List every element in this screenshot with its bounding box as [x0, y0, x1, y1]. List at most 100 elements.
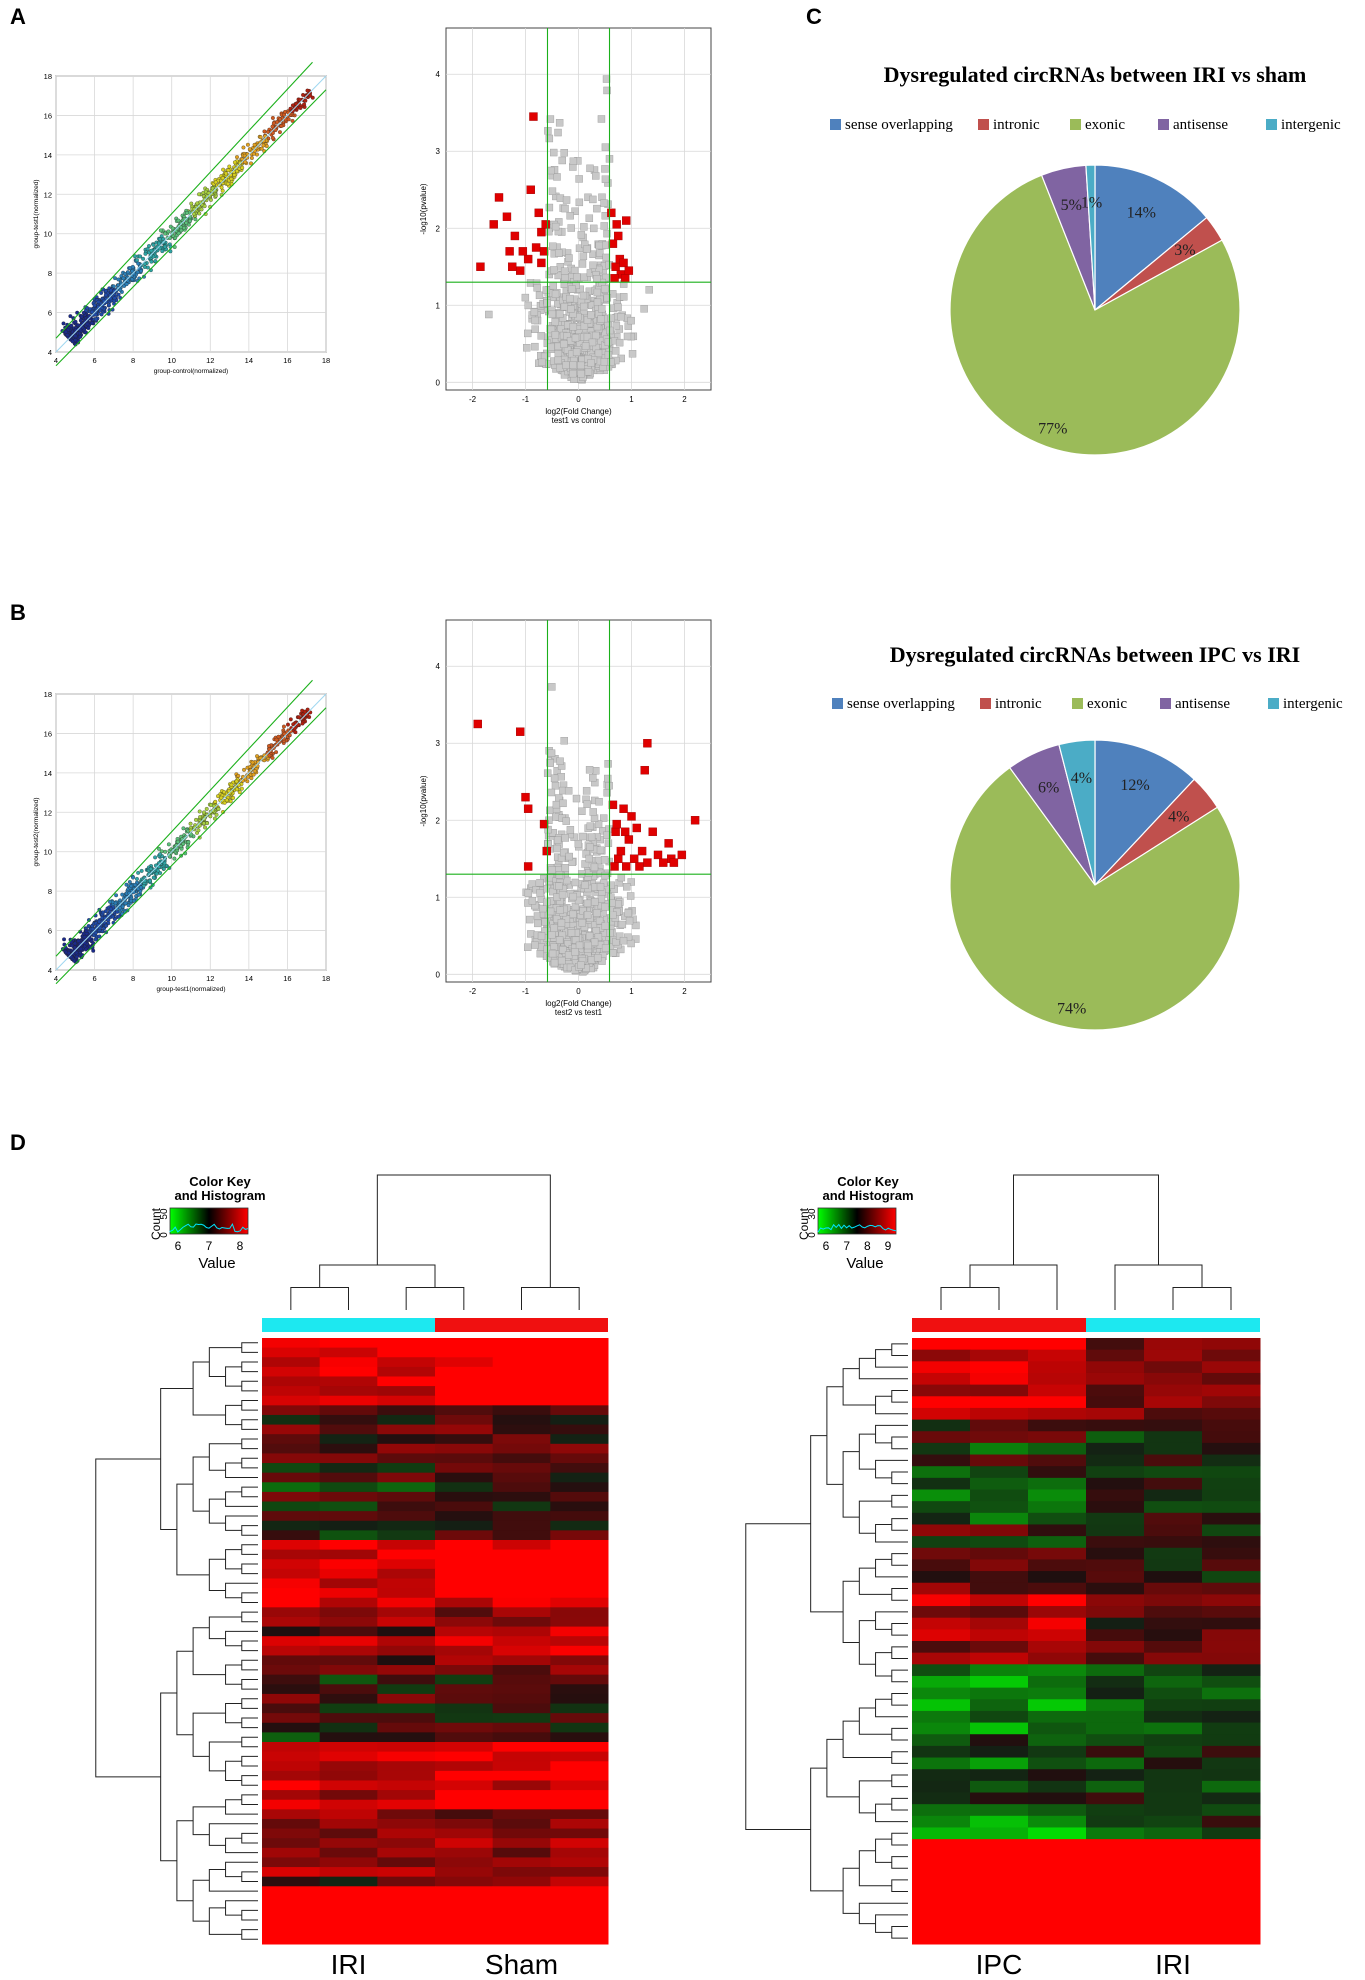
heatmap-cell — [492, 1434, 551, 1445]
heatmap-cell — [377, 1732, 436, 1743]
heatmap-cell — [1202, 1349, 1261, 1362]
dendrogram-branch — [826, 1738, 860, 1798]
data-point — [584, 941, 592, 950]
heatmap-cell — [377, 1482, 436, 1493]
data-point — [569, 369, 577, 378]
data-point — [220, 188, 225, 193]
data-point — [131, 875, 135, 880]
heatmap-cell — [319, 1588, 378, 1599]
heatmap-cell — [377, 1386, 436, 1397]
fold-change-line — [55, 693, 327, 971]
heatmap-cell — [1144, 1582, 1203, 1595]
data-point — [69, 323, 74, 328]
heatmap-cell — [377, 1713, 436, 1724]
heatmap-cell — [912, 1431, 971, 1444]
data-point — [623, 332, 632, 341]
heatmap-cell — [435, 1443, 494, 1454]
heatmap-cell — [550, 1924, 609, 1935]
heatmap-cell — [550, 1645, 609, 1656]
heatmap-cell — [377, 1915, 436, 1926]
heatmap-cell — [970, 1372, 1029, 1386]
legend-swatch — [1072, 698, 1083, 709]
heatmap-cell — [377, 1607, 436, 1618]
dendrogram-branch — [176, 1483, 210, 1576]
data-point — [561, 204, 569, 213]
data-point — [595, 916, 604, 925]
legend-label: exonic — [1085, 117, 1125, 133]
heatmap-cell — [550, 1472, 609, 1483]
heatmap-cell — [970, 1454, 1029, 1467]
data-point — [255, 754, 259, 759]
data-point — [558, 890, 567, 899]
heatmap-cell — [1086, 1850, 1145, 1863]
dendrogram-branch — [891, 1727, 908, 1741]
heatmap-cell — [912, 1780, 971, 1793]
data-point — [283, 109, 288, 114]
y-tick-label: 4 — [436, 70, 441, 79]
heatmap-cell — [1202, 1547, 1261, 1560]
panel-label-b: B — [10, 600, 26, 625]
data-point — [113, 276, 117, 281]
color-key-gradient — [169, 1207, 249, 1235]
heatmap-cell — [1202, 1722, 1261, 1735]
data-point — [302, 709, 307, 714]
y-tick-label: 10 — [44, 230, 52, 239]
heatmap-cell — [1144, 1920, 1203, 1933]
significant-point — [502, 212, 512, 221]
dendrogram-branch — [405, 1287, 465, 1310]
heatmap-cell — [262, 1838, 321, 1849]
heatmap-cell — [492, 1626, 551, 1637]
heatmap-cell — [319, 1636, 378, 1647]
heatmap-cell — [1086, 1419, 1145, 1432]
data-point — [111, 284, 116, 289]
heatmap-cell — [377, 1530, 436, 1541]
dendrogram-branch — [241, 1486, 258, 1498]
legend-swatch — [1070, 119, 1081, 130]
heatmap-cell — [262, 1655, 321, 1666]
heatmap-cell — [492, 1655, 551, 1666]
data-point — [575, 198, 584, 207]
data-point — [63, 329, 68, 334]
data-point — [74, 954, 79, 959]
heatmap-cell — [262, 1828, 321, 1839]
heatmap-cell — [492, 1895, 551, 1907]
heatmap-cell — [492, 1472, 551, 1483]
heatmap-cell — [377, 1780, 436, 1791]
data-point — [585, 932, 594, 940]
heatmap-cell — [1028, 1431, 1087, 1444]
dendrogram-branch — [241, 1592, 258, 1604]
dendrogram-branch — [891, 1751, 908, 1764]
heatmap-cell — [550, 1847, 609, 1858]
significant-point — [653, 850, 663, 860]
color-key-title: Color Key — [837, 1174, 899, 1189]
heatmap-cell — [319, 1491, 378, 1503]
data-point — [92, 303, 97, 308]
data-point — [570, 266, 579, 275]
data-point — [96, 300, 101, 304]
data-point — [172, 856, 177, 861]
heatmap-cell — [319, 1828, 378, 1839]
heatmap-cell — [377, 1847, 436, 1858]
data-point — [167, 854, 172, 859]
heatmap-cell — [1144, 1909, 1203, 1922]
heatmap-cell — [970, 1629, 1029, 1642]
heatmap-cell — [1086, 1745, 1145, 1759]
x-tick-label: 1 — [629, 395, 634, 404]
heatmap-cell — [1144, 1687, 1203, 1700]
x-tick-label: 16 — [283, 356, 291, 365]
heatmap-cell — [435, 1857, 494, 1868]
heatmap-cell — [262, 1751, 321, 1762]
legend-swatch — [1158, 119, 1169, 130]
heatmap-cell — [435, 1366, 494, 1377]
dendrogram-branch — [241, 1832, 258, 1844]
data-point — [538, 358, 546, 367]
dendrogram-branch — [225, 1664, 242, 1685]
heatmap-cell — [1086, 1559, 1145, 1572]
heatmap-cell — [377, 1886, 436, 1897]
data-point — [556, 906, 564, 914]
y-tick-label: 18 — [44, 690, 52, 699]
heatmap-cell — [1202, 1431, 1261, 1444]
heatmap-cell — [435, 1357, 494, 1368]
heatmap-cell — [1086, 1372, 1145, 1386]
data-point — [65, 333, 70, 337]
